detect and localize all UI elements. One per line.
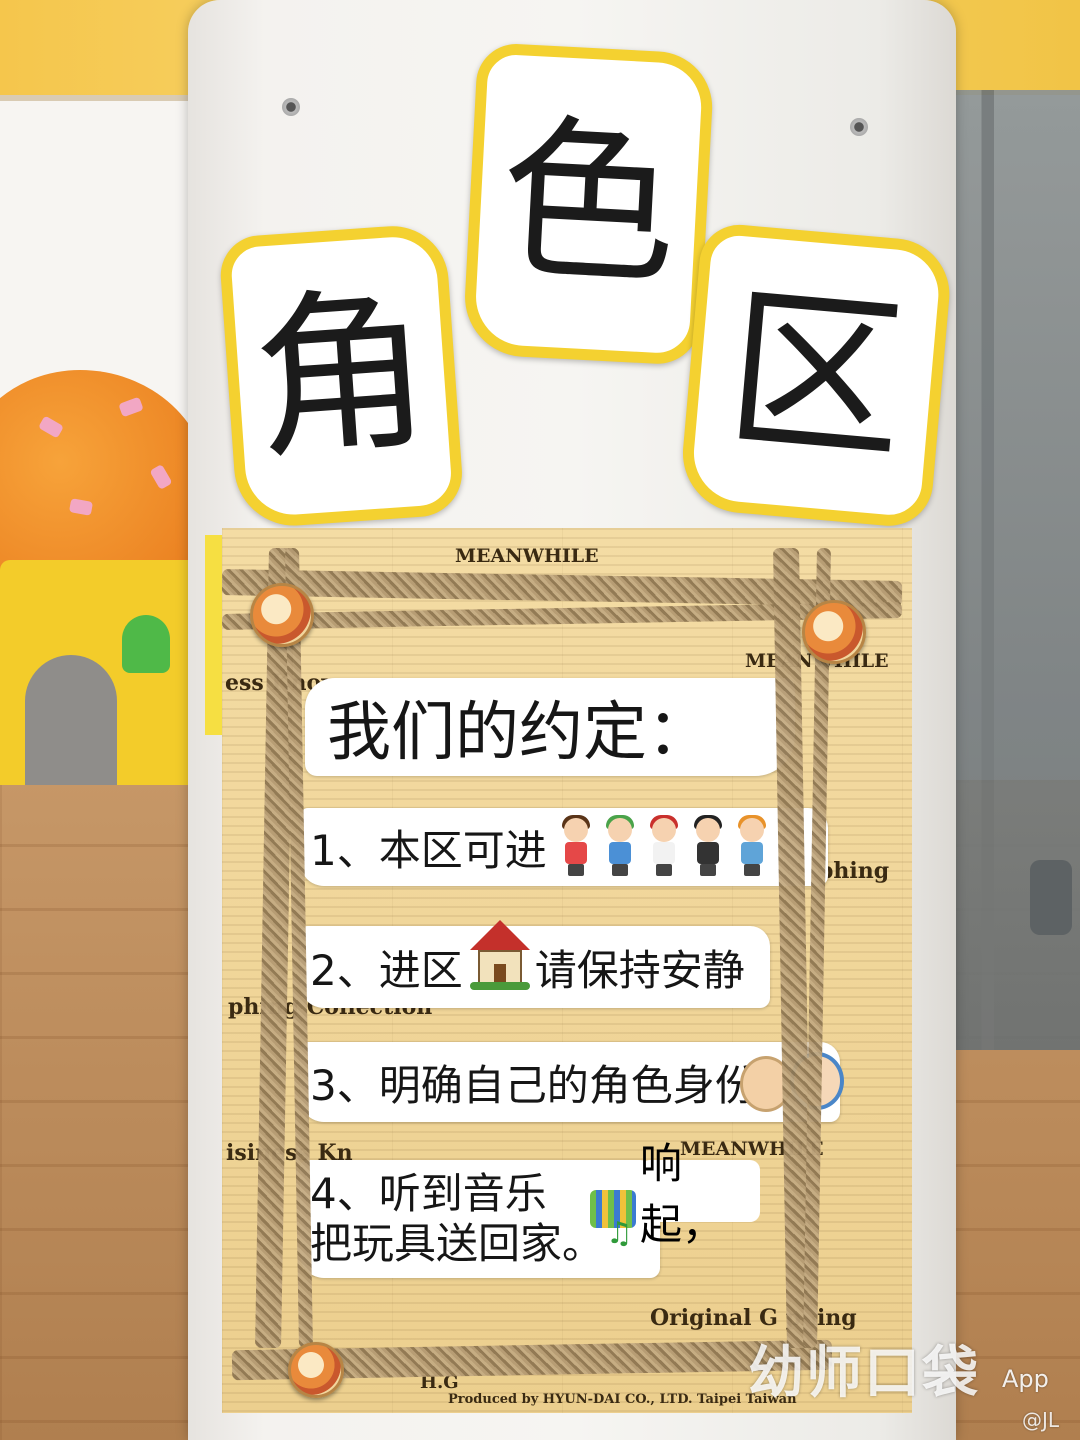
rule-1-text: 1、本区可进 (310, 825, 547, 875)
title-tile-jiao: 角 (218, 222, 465, 530)
child-figure (736, 815, 768, 876)
rule-4-end: 响起， (640, 1139, 760, 1249)
rule-3: 3、明确自己的角色身份 (300, 1042, 840, 1122)
title-char: 区 (719, 265, 913, 485)
rule-4-line1-end: 响起， (640, 1139, 725, 1249)
screw (282, 98, 300, 116)
rule-2-text-a: 2、进区 (310, 945, 463, 995)
chair-foot (1030, 860, 1072, 935)
newspaper-fragment: H.G (420, 1372, 459, 1393)
music-keyboard-icon (590, 1190, 636, 1228)
title-char: 角 (246, 267, 437, 484)
child-figure (604, 815, 636, 876)
watermark-brand: 幼师口袋 (748, 1341, 980, 1406)
music-note-icon: ♫ (606, 1216, 633, 1251)
rule-3-text: 3、明确自己的角色身份 (310, 1060, 757, 1110)
wooden-button-decoration (802, 600, 866, 664)
child-figure (560, 815, 592, 876)
newspaper-fragment: MEANWHILE (455, 545, 599, 567)
rule-4: 4、听到音乐 把玩具送回家。 (300, 1160, 660, 1278)
child-figure (648, 815, 680, 876)
watermark-app: App (1002, 1365, 1049, 1393)
screw (850, 118, 868, 136)
newspaper-fragment: phing (818, 858, 890, 884)
house-icon (470, 920, 530, 990)
newspaper-credit: Produced by HYUN-DAI CO., LTD. Taipei Ta… (448, 1392, 797, 1407)
mushroom-house-window (122, 615, 170, 673)
wooden-button-decoration (288, 1342, 344, 1398)
wooden-button-decoration (250, 583, 314, 647)
title-char: 色 (495, 96, 682, 311)
rule-4-line1: 4、听到音乐 (310, 1168, 547, 1218)
child-figure (692, 815, 724, 876)
title-tile-se: 色 (461, 42, 716, 366)
watermark-user: @JL (1022, 1408, 1060, 1432)
rule-2-text-b: 请保持安静 (534, 945, 745, 995)
newspaper-fragment: Original G phing (650, 1305, 857, 1331)
rule-2: 2、进区 请保持安静 (300, 926, 770, 1008)
title-tile-qu: 区 (677, 221, 955, 530)
rule-4-line2: 把玩具送回家。 (310, 1219, 605, 1268)
mushroom-house-door (25, 655, 117, 785)
agreement-heading: 我们的约定： (305, 678, 795, 776)
